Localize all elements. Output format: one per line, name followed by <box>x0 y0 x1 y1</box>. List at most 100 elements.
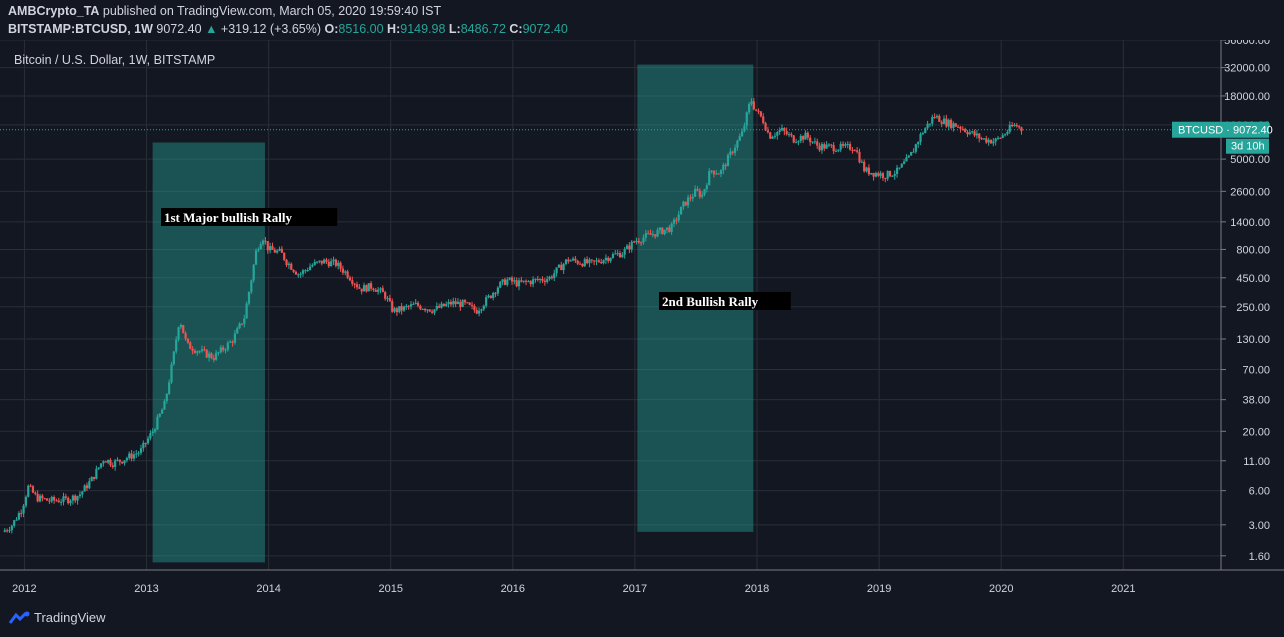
candle-body <box>83 485 86 492</box>
x-tick-label: 2019 <box>867 583 891 595</box>
candle-body <box>863 161 866 172</box>
candle-body <box>604 257 607 261</box>
candle-body <box>311 264 314 267</box>
candle-body <box>736 140 739 148</box>
candle-body <box>588 259 591 264</box>
author-name[interactable]: AMBCrypto_TA <box>8 4 100 18</box>
candle-body <box>705 185 708 190</box>
candle-body <box>823 144 826 149</box>
candle-body <box>550 276 553 279</box>
candle-body <box>238 323 241 329</box>
last-price-tag <box>1172 121 1269 138</box>
candle-body <box>50 497 53 502</box>
y-tick-label: 130.00 <box>1236 334 1270 346</box>
candle-body <box>445 303 448 307</box>
low-value: 8486.72 <box>460 22 506 36</box>
candle-body <box>888 170 892 177</box>
candle-body <box>456 301 460 305</box>
candle-body <box>128 453 131 459</box>
candle-body <box>219 347 222 353</box>
candle-body <box>252 264 255 281</box>
candle-body <box>771 136 774 139</box>
candle-body <box>475 310 478 314</box>
candle-body <box>630 241 633 250</box>
candle-body <box>236 328 239 334</box>
candle-body <box>440 303 443 308</box>
candle-body <box>975 133 978 136</box>
candle-body <box>553 273 556 279</box>
candle-body <box>593 260 596 262</box>
price-chart[interactable]: 56000.0032000.0018000.0010000.005000.002… <box>0 40 1284 600</box>
candle-body <box>964 129 967 132</box>
candle-body <box>409 304 413 307</box>
candle-body <box>229 341 232 343</box>
candle-body <box>517 280 521 287</box>
x-tick-label: 2020 <box>989 583 1013 595</box>
candle-body <box>224 349 227 351</box>
candle-body <box>637 240 640 243</box>
candle-body <box>921 133 924 135</box>
candle-body <box>379 288 382 290</box>
candle-body <box>1008 124 1011 132</box>
candle-body <box>515 280 518 287</box>
candle-body <box>142 442 145 449</box>
candle-body <box>41 495 44 499</box>
candle-body <box>17 513 20 520</box>
candle-body <box>536 278 539 280</box>
candle-body <box>938 115 941 122</box>
x-tick-label: 2021 <box>1111 583 1135 595</box>
candle-body <box>625 245 629 249</box>
candle-body <box>250 280 253 292</box>
candle-body <box>654 234 657 237</box>
y-tick-label: 5000.00 <box>1230 154 1270 166</box>
candle-body <box>569 260 572 262</box>
candle-body <box>226 342 229 350</box>
candle-body <box>609 258 612 262</box>
candle-body <box>85 485 89 489</box>
candle-body <box>698 190 701 197</box>
candle-body <box>473 305 476 311</box>
candle-body <box>837 149 840 152</box>
candle-body <box>144 442 147 444</box>
candle-body <box>881 173 885 178</box>
candle-body <box>320 260 323 264</box>
candle-body <box>423 308 427 311</box>
candle-body <box>315 261 319 263</box>
countdown-label: 3d 10h <box>1231 141 1265 153</box>
candle-body <box>191 348 194 351</box>
candle-body <box>841 143 845 146</box>
candle-body <box>304 270 307 272</box>
candle-body <box>682 201 685 207</box>
candle-body <box>419 305 422 310</box>
candle-body <box>748 103 751 113</box>
price-change: +319.12 (+3.65%) <box>220 22 321 36</box>
candle-body <box>487 295 490 298</box>
candle-body <box>834 151 838 153</box>
candle-body <box>290 263 293 270</box>
candle-body <box>92 476 96 479</box>
candle-body <box>879 173 882 176</box>
candle-body <box>884 177 887 179</box>
candle-body <box>240 323 244 325</box>
candle-body <box>341 268 345 273</box>
candle-body <box>64 496 67 498</box>
candle-body <box>968 132 971 135</box>
candle-body <box>623 248 626 255</box>
y-tick-label: 2600.00 <box>1230 186 1270 198</box>
candle-body <box>848 144 852 150</box>
candle-body <box>395 308 399 313</box>
candle-body <box>332 259 335 262</box>
candle-body <box>407 306 410 308</box>
candle-body <box>555 267 558 274</box>
candle-body <box>677 214 680 221</box>
candle-body <box>125 458 128 461</box>
candle-body <box>478 310 481 314</box>
symbol-label: BITSTAMP:BTCUSD, 1W <box>8 22 153 36</box>
candle-body <box>271 246 274 250</box>
candle-body <box>971 131 974 133</box>
candle-body <box>45 498 49 501</box>
candle-body <box>168 382 171 394</box>
candle-body <box>496 287 499 294</box>
candle-body <box>438 305 441 308</box>
candle-body <box>597 260 600 263</box>
